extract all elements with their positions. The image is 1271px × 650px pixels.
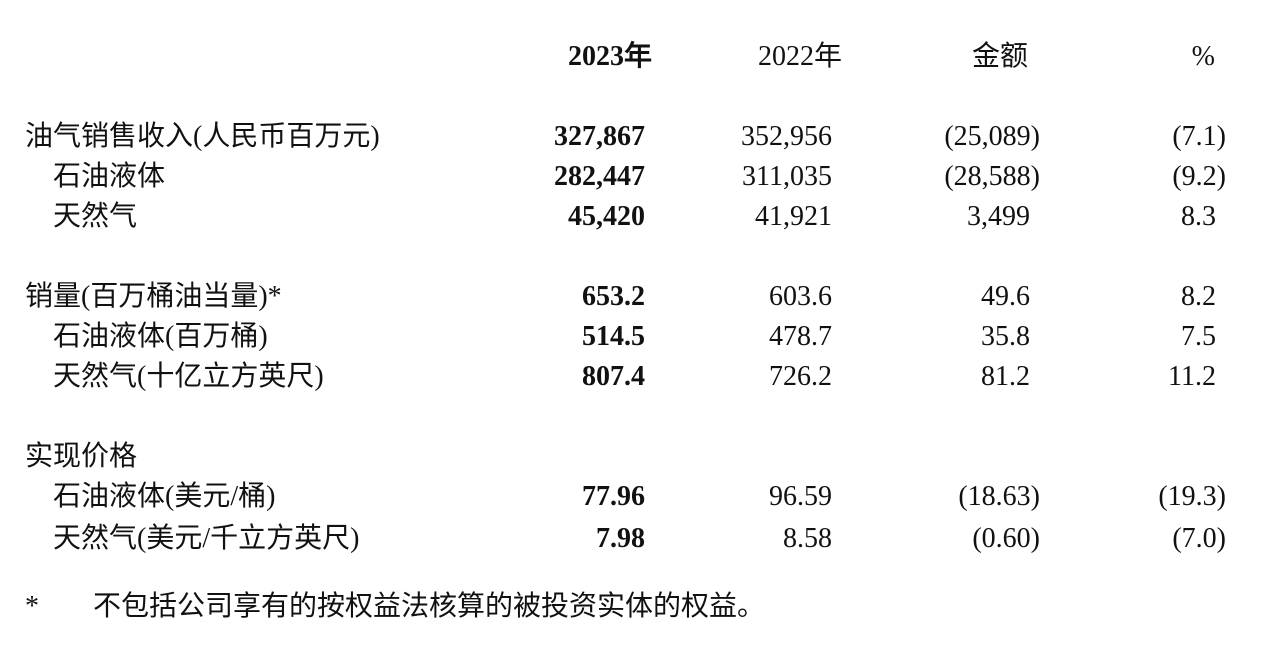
cell: (28,588) <box>944 161 1040 192</box>
cell: 726.2 <box>769 361 832 392</box>
cell: 653.2 <box>582 281 645 312</box>
cell: 41,921 <box>755 201 832 232</box>
row-label: 石油液体(百万桶) <box>53 321 268 352</box>
cell: 96.59 <box>769 481 832 512</box>
cell: 478.7 <box>769 321 832 352</box>
cell: 807.4 <box>582 361 645 392</box>
cell: 7.5 <box>1181 321 1216 352</box>
row-label: 石油液体 <box>53 161 166 192</box>
cell: 81.2 <box>981 361 1030 392</box>
cell: (19.3) <box>1158 481 1226 512</box>
column-header: 金额 <box>971 41 1028 72</box>
row-label: 天然气(十亿立方英尺) <box>53 361 324 392</box>
column-header: 2023年 <box>567 41 652 72</box>
cell: 352,956 <box>741 121 832 152</box>
column-header: % <box>1191 41 1215 72</box>
row-label: 天然气(美元/千立方英尺) <box>53 523 360 554</box>
cell: 514.5 <box>582 321 645 352</box>
cell: (7.0) <box>1172 523 1226 554</box>
cell: 8.3 <box>1181 201 1216 232</box>
cell: 603.6 <box>769 281 832 312</box>
cell: 282,447 <box>554 161 645 192</box>
cell: 311,035 <box>742 161 832 192</box>
cell: 8.58 <box>783 523 832 554</box>
cell: (7.1) <box>1172 121 1226 152</box>
cell: (25,089) <box>944 121 1040 152</box>
column-header: 2022年 <box>757 41 842 72</box>
cell: 327,867 <box>554 121 645 152</box>
cell: 11.2 <box>1168 361 1216 392</box>
cell: 77.96 <box>582 481 645 512</box>
cell: (0.60) <box>972 523 1040 554</box>
cell: 3,499 <box>967 201 1030 232</box>
footnote-text: 不包括公司享有的按权益法核算的被投资实体的权益。 <box>93 591 766 622</box>
row-label: 实现价格 <box>25 441 138 472</box>
row-label: 石油液体(美元/桶) <box>53 481 276 512</box>
row-label: 天然气 <box>53 201 138 232</box>
row-label: 油气销售收入(人民币百万元) <box>25 121 380 152</box>
cell: 7.98 <box>596 523 645 554</box>
cell: (18.63) <box>958 481 1040 512</box>
cell: 45,420 <box>568 201 645 232</box>
footnote-mark: * <box>25 591 39 622</box>
cell: 49.6 <box>981 281 1030 312</box>
row-label: 销量(百万桶油当量)* <box>25 281 282 312</box>
cell: 8.2 <box>1181 281 1216 312</box>
cell: 35.8 <box>981 321 1030 352</box>
cell: (9.2) <box>1172 161 1226 192</box>
